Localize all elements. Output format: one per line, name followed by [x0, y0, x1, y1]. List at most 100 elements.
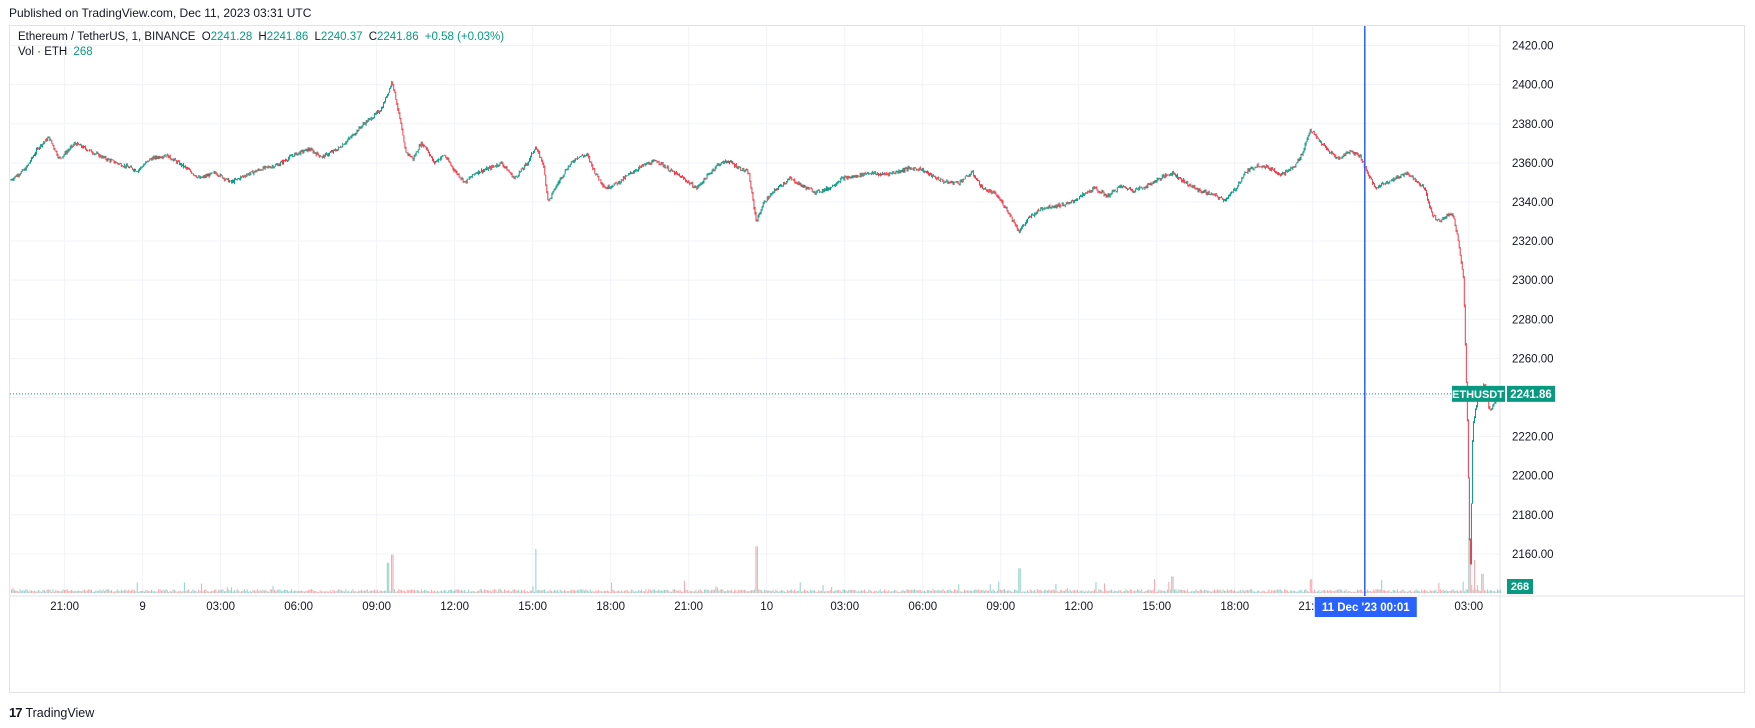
volume-bar: [409, 590, 411, 593]
volume-bar: [1375, 589, 1377, 593]
legend-high: 2241.86: [266, 31, 309, 43]
volume-bar: [453, 590, 455, 593]
volume-bar: [996, 590, 998, 593]
volume-bar: [396, 591, 398, 593]
volume-bar: [181, 591, 183, 593]
volume-bar: [246, 589, 248, 593]
volume-bar: [765, 590, 767, 593]
volume-bar: [1061, 590, 1063, 593]
volume-bar: [1386, 591, 1388, 593]
volume-bar: [985, 590, 987, 593]
volume-bar: [11, 589, 13, 593]
volume-bar: [718, 590, 720, 593]
volume-bar: [349, 591, 351, 593]
volume-bar: [156, 591, 158, 593]
volume-bar: [1275, 590, 1277, 593]
volume-bar: [1022, 591, 1024, 593]
volume-bar: [1136, 589, 1138, 593]
volume-bar: [96, 590, 98, 593]
x-tick-label: 12:00: [440, 601, 469, 613]
volume-bar: [1488, 591, 1490, 593]
volume-bar: [969, 590, 971, 593]
volume-bar: [645, 589, 647, 593]
volume-bar: [266, 591, 268, 593]
volume-bar: [312, 590, 314, 593]
volume-bar: [695, 589, 697, 593]
volume-bar: [1436, 591, 1438, 593]
volume-bar: [431, 589, 433, 593]
volume-bar: [148, 591, 150, 593]
volume-bar: [535, 549, 537, 593]
volume-badge: [1507, 579, 1533, 594]
volume-bar: [1208, 590, 1210, 593]
volume-bar: [1002, 589, 1004, 593]
volume-bar: [829, 589, 831, 593]
volume-bar: [1374, 590, 1376, 593]
volume-bar: [1104, 583, 1106, 593]
volume-bar: [1289, 590, 1291, 593]
volume-bar: [411, 589, 413, 593]
volume-bar: [658, 589, 660, 593]
volume-bar: [768, 590, 770, 593]
volume-bar: [979, 590, 981, 593]
volume-bar: [583, 590, 585, 593]
volume-bar: [741, 589, 743, 593]
volume-bar: [15, 590, 17, 593]
volume-bar: [1161, 590, 1163, 593]
volume-bar: [1105, 590, 1107, 593]
volume-bar: [1486, 589, 1488, 593]
volume-bar: [176, 591, 178, 593]
volume-bar: [1392, 589, 1394, 593]
volume-bar: [433, 590, 435, 593]
volume-bar: [329, 590, 331, 593]
volume-bar: [103, 591, 105, 593]
volume-bar: [331, 591, 333, 593]
volume-bar: [1384, 590, 1386, 593]
volume-bar: [783, 591, 785, 593]
volume-bar: [263, 590, 265, 593]
volume-bar: [49, 589, 51, 593]
volume-bar: [755, 546, 757, 593]
volume-bar: [785, 591, 787, 593]
volume-bar: [1465, 589, 1467, 593]
volume-bar: [75, 590, 77, 593]
volume-bar: [1114, 590, 1116, 593]
volume-bar: [136, 582, 138, 593]
volume-bar: [223, 591, 225, 593]
volume-bar: [199, 591, 201, 593]
volume-bar: [795, 591, 797, 593]
volume-bar: [866, 591, 868, 593]
volume-bar: [681, 591, 683, 593]
volume-bar: [216, 591, 218, 593]
volume-bar: [898, 591, 900, 593]
volume-bar: [471, 591, 473, 593]
volume-bar: [726, 590, 728, 593]
volume-bar: [925, 591, 927, 593]
volume-bar: [31, 590, 33, 593]
volume-bar: [256, 589, 258, 593]
volume-bar: [715, 586, 717, 593]
volume-bar: [1415, 589, 1417, 593]
volume-bar: [295, 590, 297, 593]
volume-bar: [22, 590, 24, 593]
volume-bar: [415, 591, 417, 593]
volume-bar: [631, 589, 633, 593]
volume-bar: [946, 589, 948, 593]
volume-bar: [575, 590, 577, 593]
volume-bar: [873, 591, 875, 593]
volume-bar: [201, 583, 203, 593]
volume-bar: [278, 589, 280, 593]
volume-bar: [543, 589, 545, 593]
volume-bar: [306, 590, 308, 593]
chart-frame[interactable]: [9, 25, 1745, 693]
volume-bar: [406, 590, 408, 593]
volume-bar: [489, 590, 491, 593]
volume-bar: [1461, 590, 1463, 593]
volume-bar: [1032, 591, 1034, 593]
volume-bar: [192, 589, 194, 593]
volume-bar: [121, 589, 123, 593]
volume-bar: [289, 590, 291, 593]
volume-bar: [1155, 591, 1157, 593]
volume-bar: [732, 591, 734, 593]
